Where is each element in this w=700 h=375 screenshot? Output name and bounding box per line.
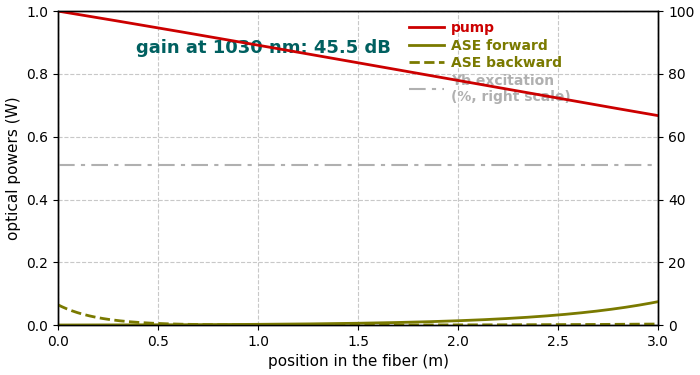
Y-axis label: optical powers (W): optical powers (W) [6,96,20,240]
Text: gain at 1030 nm: 45.5 dB: gain at 1030 nm: 45.5 dB [136,39,391,57]
X-axis label: position in the fiber (m): position in the fiber (m) [267,354,449,369]
Legend: pump, ASE forward, ASE backward, Yb excitation
(%, right scale): pump, ASE forward, ASE backward, Yb exci… [410,21,571,104]
